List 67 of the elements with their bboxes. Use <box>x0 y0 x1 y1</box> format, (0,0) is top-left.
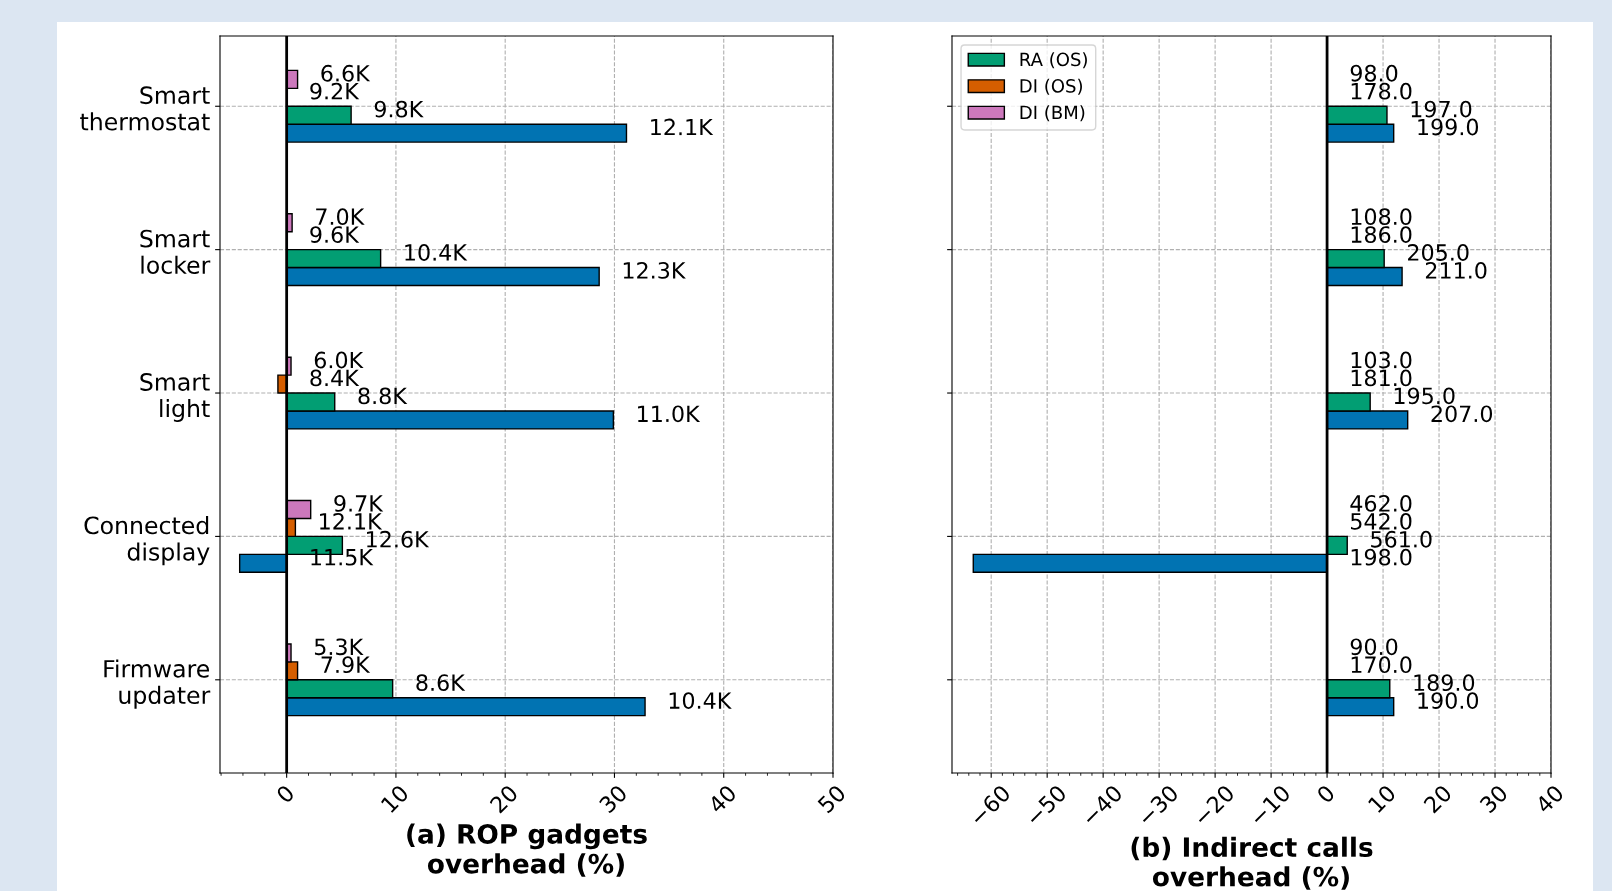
annotation: 6.0K <box>314 351 364 369</box>
y-tick-label: Firmware updater <box>104 659 211 709</box>
y-tick-label: Smart locker <box>140 229 211 274</box>
y-tick-label: Smart thermostat <box>80 86 210 131</box>
annotation: 542.0 <box>1351 512 1412 530</box>
annotation: 207.0 <box>1431 405 1493 423</box>
x-tick-label: 20 <box>1422 784 1453 814</box>
x-tick-label: −60 <box>968 784 1012 827</box>
y-tick-label: Smart light <box>140 373 210 422</box>
annotation: 12.6K <box>367 530 430 548</box>
annotation: 98.0 <box>1350 64 1398 82</box>
annotation: 199.0 <box>1418 118 1479 136</box>
x-tick-label: −50 <box>1024 784 1068 827</box>
annotation: 90.0 <box>1350 638 1398 656</box>
annotation: 8.4K <box>310 369 360 387</box>
annotation: 12.1K <box>651 118 714 136</box>
annotation: 197.0 <box>1411 100 1472 118</box>
legend-label: DI (BM) <box>1020 105 1085 122</box>
x-tick-label: 30 <box>1478 784 1509 814</box>
annotation: 181.0 <box>1351 369 1412 387</box>
x-tick-label: 0 <box>1315 784 1336 804</box>
legend-label: RA (OS) <box>1020 52 1087 69</box>
annotation: 189.0 <box>1414 674 1475 692</box>
annotation: 10.4K <box>669 692 732 709</box>
annotation: 12.3K <box>623 262 686 279</box>
x-tick-label: 40 <box>1534 784 1565 815</box>
annotation: 211.0 <box>1425 262 1487 279</box>
annotation: 108.0 <box>1351 208 1412 226</box>
annotation: 8.8K <box>358 387 408 405</box>
annotation: 9.2K <box>310 82 360 100</box>
annotation: 12.1K <box>320 512 383 530</box>
x-axis-title: (b) Indirect calls overhead (%) <box>1131 836 1373 890</box>
x-tick-label: 0 <box>275 784 296 804</box>
x-tick-label: −30 <box>1136 784 1180 827</box>
x-tick-label: −10 <box>1248 784 1292 827</box>
annotation: 178.0 <box>1351 82 1412 100</box>
annotation: 9.7K <box>334 495 384 512</box>
x-tick-label: −40 <box>1080 784 1124 827</box>
annotation: 190.0 <box>1418 692 1479 709</box>
annotation: 561.0 <box>1371 530 1432 548</box>
annotation: 8.6K <box>416 674 466 692</box>
annotation: 10.4K <box>405 244 468 261</box>
annotation: 11.0K <box>638 405 701 423</box>
x-tick-label: 40 <box>707 784 738 815</box>
annotation: 103.0 <box>1351 351 1412 369</box>
x-tick-label: 50 <box>816 784 847 814</box>
x-tick-label: 20 <box>489 784 519 814</box>
x-axis-title: (a) ROP gadgets overhead (%) <box>407 823 647 877</box>
annotation: 462.0 <box>1350 495 1412 512</box>
annotation: 205.0 <box>1408 244 1469 261</box>
annotation: 198.0 <box>1351 548 1412 566</box>
x-tick-label: 30 <box>598 784 628 814</box>
annotation: 186.0 <box>1351 226 1412 243</box>
annotation: 7.9K <box>321 656 371 674</box>
legend-label: DI (OS) <box>1020 78 1082 95</box>
annotation: 170.0 <box>1351 656 1412 674</box>
annotation: 9.8K <box>374 100 424 118</box>
annotation: 5.3K <box>314 638 364 656</box>
annotation: 11.5K <box>311 549 374 566</box>
annotation: 195.0 <box>1394 387 1455 405</box>
x-tick-label: 10 <box>380 784 410 814</box>
annotation: 7.0K <box>316 208 365 226</box>
y-tick-label: Connected display <box>84 516 210 566</box>
x-tick-label: 10 <box>1367 784 1397 814</box>
annotation: 9.6K <box>310 226 360 243</box>
x-tick-label: −20 <box>1192 784 1236 827</box>
annotation: 6.6K <box>321 64 371 82</box>
